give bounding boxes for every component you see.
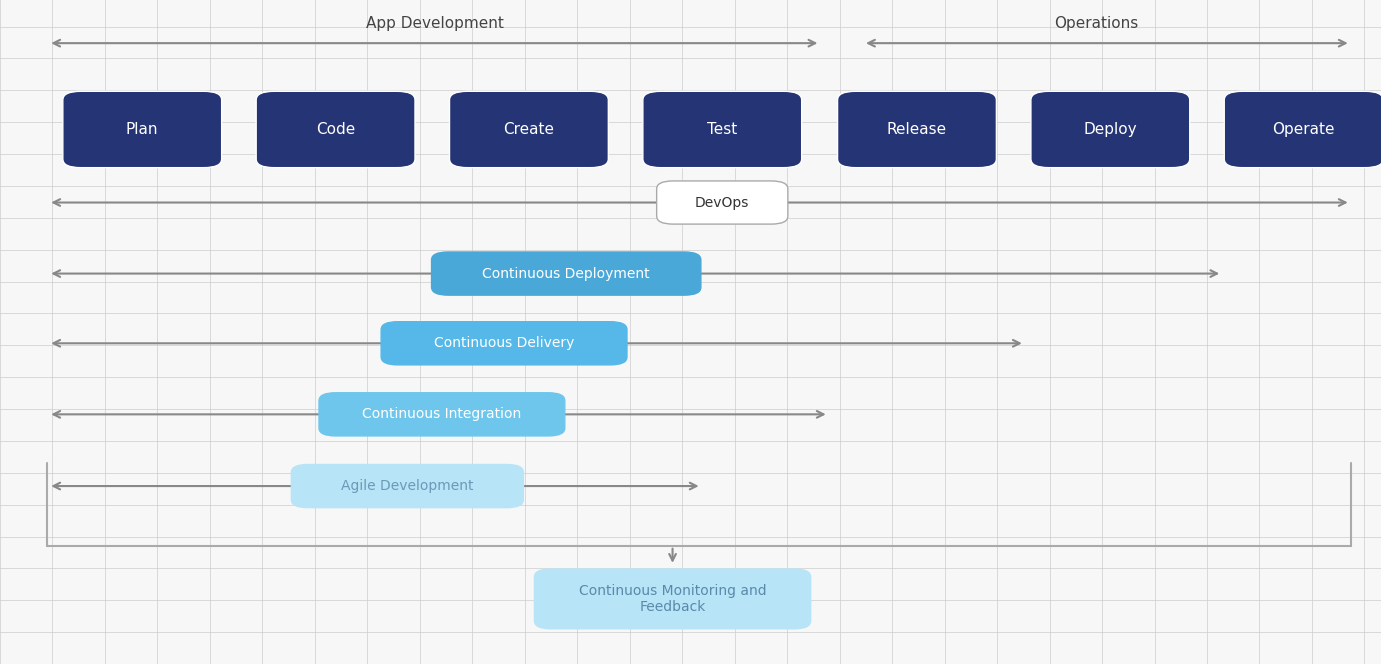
FancyBboxPatch shape — [450, 91, 608, 167]
Text: Agile Development: Agile Development — [341, 479, 474, 493]
FancyBboxPatch shape — [1224, 91, 1381, 167]
FancyBboxPatch shape — [431, 252, 702, 295]
FancyBboxPatch shape — [291, 465, 523, 507]
FancyBboxPatch shape — [642, 91, 801, 167]
FancyBboxPatch shape — [62, 91, 221, 167]
Text: Plan: Plan — [126, 122, 159, 137]
FancyBboxPatch shape — [381, 321, 627, 365]
FancyBboxPatch shape — [534, 569, 811, 629]
FancyBboxPatch shape — [1030, 91, 1190, 167]
Text: Create: Create — [504, 122, 554, 137]
Text: Test: Test — [707, 122, 737, 137]
Text: Code: Code — [316, 122, 355, 137]
FancyBboxPatch shape — [657, 181, 787, 224]
Text: Operate: Operate — [1272, 122, 1335, 137]
Text: App Development: App Development — [366, 17, 504, 31]
Text: Release: Release — [887, 122, 947, 137]
FancyBboxPatch shape — [257, 91, 414, 167]
Text: Operations: Operations — [1054, 17, 1139, 31]
Text: Continuous Monitoring and
Feedback: Continuous Monitoring and Feedback — [579, 584, 766, 614]
FancyBboxPatch shape — [319, 392, 565, 436]
Text: DevOps: DevOps — [695, 195, 750, 210]
Text: Continuous Deployment: Continuous Deployment — [482, 266, 650, 281]
Text: Deploy: Deploy — [1084, 122, 1137, 137]
Text: Continuous Delivery: Continuous Delivery — [434, 336, 574, 351]
FancyBboxPatch shape — [837, 91, 997, 167]
Text: Continuous Integration: Continuous Integration — [362, 407, 522, 422]
